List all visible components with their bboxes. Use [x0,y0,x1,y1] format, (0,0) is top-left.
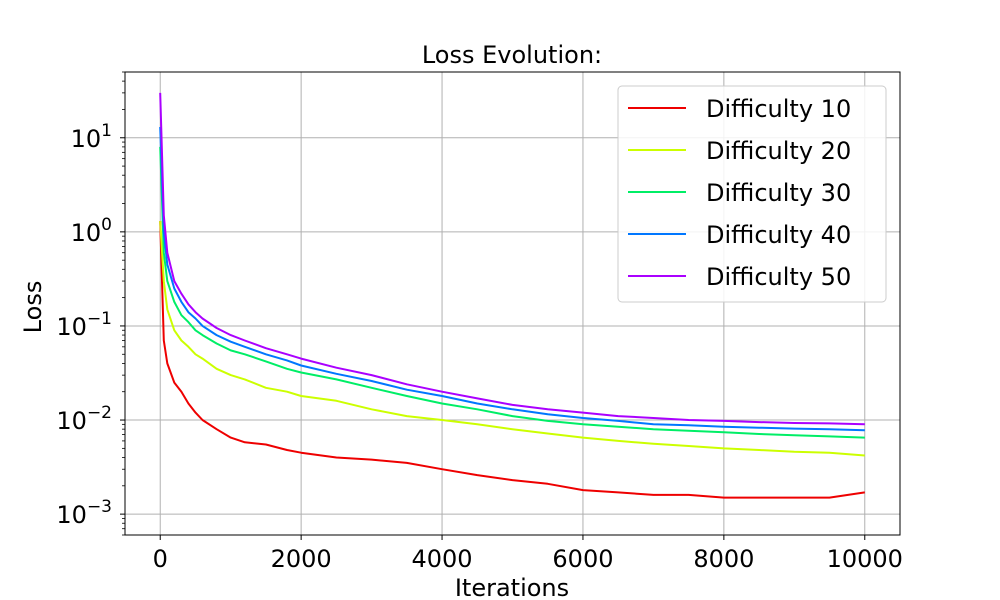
legend: Difficulty 10 Difficulty 20 Difficulty 30 D… [617,85,887,303]
legend-label: Difficulty 50 [706,263,851,291]
series-line-3 [159,146,865,439]
y-tick-label: 10−2 [56,403,112,435]
series-line-4 [159,126,865,432]
y-tick-label: 10−3 [56,497,112,529]
x-tick-label: 8000 [693,545,754,573]
x-tick-label: 6000 [552,545,613,573]
x-tick-label: 2000 [271,545,332,573]
legend-label: Difficulty 20 [706,137,851,165]
x-axis-label: Iterations [455,574,569,600]
chart-title: Loss Evolution: [422,41,602,69]
y-axis-label: Loss [19,281,47,334]
legend-box [617,85,887,303]
series-line-1 [159,221,865,499]
legend-label: Difficulty 30 [706,179,851,207]
axis-ticks: 0 2000 4000 6000 8000 10000 101 100 10−1 10−2 10−3 [56,71,903,573]
y-tick-label: 100 [71,215,112,247]
x-tick-label: 10000 [827,545,903,573]
legend-label: Difficulty 10 [706,95,851,123]
x-tick-label: 4000 [412,545,473,573]
y-tick-label: 10−1 [56,309,112,341]
x-tick-label: 0 [153,545,168,573]
legend-label: Difficulty 40 [706,221,851,249]
plot-frame [124,71,901,536]
series-line-2 [159,221,865,457]
y-tick-label: 101 [71,121,112,153]
series-line-5 [159,92,865,426]
series-lines [159,92,865,499]
